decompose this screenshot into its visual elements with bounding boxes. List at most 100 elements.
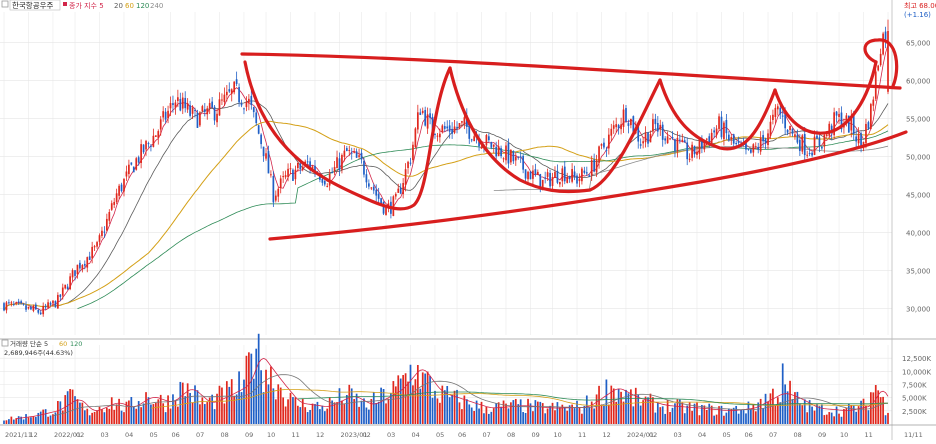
candle-body	[850, 116, 853, 131]
candle-body	[343, 150, 346, 157]
volume-bar	[710, 405, 713, 424]
time-tick-label: 06	[458, 431, 466, 439]
candle-body	[221, 99, 223, 101]
volume-bar	[238, 371, 240, 424]
candle-body	[473, 136, 476, 142]
volume-bar	[840, 416, 843, 424]
volume-bar	[81, 402, 84, 424]
candle-body	[439, 133, 441, 138]
candle-body	[801, 135, 804, 152]
volume-bar	[88, 415, 91, 424]
volume-bar	[257, 333, 260, 424]
candle-body	[414, 128, 417, 148]
time-tick-label: 2023/01	[340, 431, 367, 439]
time-tick-label: 09	[245, 431, 253, 439]
volume-bar	[368, 409, 370, 424]
candle-body	[20, 301, 22, 304]
candle-body	[791, 128, 794, 134]
candle-body	[821, 146, 823, 149]
time-tick-label: 2024/01	[627, 431, 654, 439]
candle-body	[737, 140, 740, 143]
volume-bar	[637, 394, 640, 424]
volume-bar	[103, 412, 106, 424]
volume-bar	[326, 408, 329, 424]
volume-bar	[470, 407, 473, 424]
candle-body	[514, 156, 517, 161]
volume-bar	[115, 404, 118, 424]
candle-body	[678, 139, 681, 141]
volume-bar	[757, 402, 760, 424]
candle-body	[228, 89, 231, 92]
volume-bar	[735, 405, 738, 424]
volume-bar	[860, 400, 862, 424]
candle-body	[326, 185, 329, 187]
volume-bar	[649, 393, 652, 424]
candle-body	[250, 95, 253, 106]
price-tick-label: 35,000	[906, 267, 931, 275]
candle-body	[860, 133, 862, 146]
time-tick-label: 2021/11	[5, 431, 32, 439]
volume-bar	[696, 402, 698, 424]
volume-bar	[154, 402, 157, 424]
candle-body	[857, 134, 860, 144]
volume-bar	[549, 405, 551, 424]
candle-body	[571, 168, 573, 182]
candle-body	[186, 103, 189, 110]
stock-name-box[interactable]	[9, 0, 61, 11]
candle-body	[757, 146, 760, 150]
volume-bar	[595, 394, 598, 424]
volume-bar	[490, 411, 493, 424]
candle-body	[495, 146, 498, 157]
volume-bar	[727, 408, 730, 424]
candle-body	[688, 158, 691, 160]
time-tick-label: 10	[554, 431, 562, 439]
volume-bar	[701, 404, 703, 424]
volume-bar	[737, 413, 740, 424]
volume-bar	[502, 400, 505, 424]
candle-body	[490, 141, 493, 148]
volume-bar	[74, 396, 76, 424]
volume-bar	[798, 403, 801, 424]
candle-body	[666, 136, 669, 144]
candle-body	[806, 154, 809, 156]
candle-body	[683, 140, 686, 143]
candle-body	[718, 116, 720, 129]
ma-20-line	[3, 100, 889, 311]
volume-bar	[443, 390, 446, 424]
volume-bar	[284, 406, 287, 424]
candle-body	[108, 212, 111, 221]
volume-bar	[54, 412, 57, 424]
candle-body	[52, 300, 54, 304]
volume-bar	[304, 407, 307, 424]
volume-bar	[828, 412, 831, 424]
volume-bar	[882, 396, 884, 424]
candle-body	[355, 151, 358, 158]
candle-body	[341, 155, 343, 170]
candle-body	[159, 119, 162, 130]
candle-body	[715, 128, 718, 136]
volume-bar	[91, 412, 94, 424]
candle-body	[617, 124, 620, 129]
candle-body	[691, 144, 693, 158]
ma-60-line	[3, 120, 889, 311]
volume-bar	[353, 399, 356, 424]
candle-body	[654, 118, 657, 125]
candle-body	[93, 246, 96, 248]
volume-bar	[328, 397, 331, 424]
volume-bar	[424, 373, 427, 424]
candle-body	[855, 136, 858, 142]
candle-body	[37, 309, 40, 313]
volume-bar	[546, 408, 549, 424]
volume-bar	[191, 402, 194, 424]
candle-body	[505, 145, 507, 161]
cup-arc-2	[448, 66, 662, 194]
time-tick-label: 06	[745, 431, 753, 439]
time-tick-label: 04	[125, 431, 133, 439]
candle-body	[532, 170, 534, 179]
volume-bar	[674, 403, 676, 424]
volume-bar	[554, 410, 556, 424]
candle-body	[563, 166, 566, 182]
volume-bar	[585, 395, 588, 424]
